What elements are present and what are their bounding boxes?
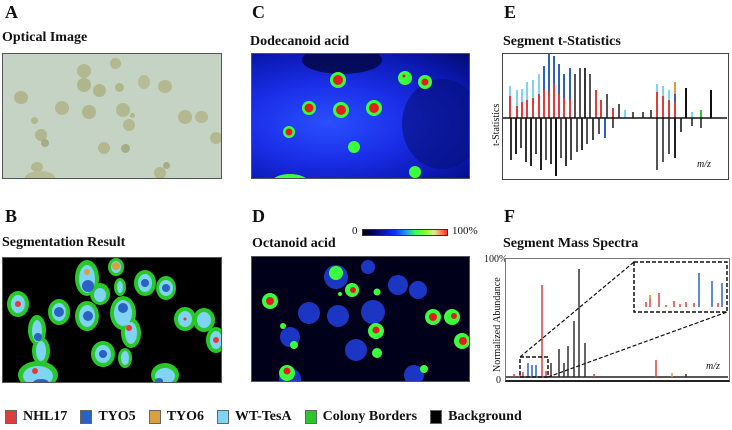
panel-e-title: Segment t-Statistics xyxy=(503,34,621,49)
legend-item-tyo5: TYO5 xyxy=(80,409,136,425)
panel-d-title: Octanoid acid xyxy=(252,236,336,251)
wt-tesa-swatch-icon xyxy=(217,410,230,424)
panel-e-ylabel: t-Statistics xyxy=(491,103,502,146)
tyo5-swatch-icon xyxy=(80,410,93,424)
panel-a-letter: A xyxy=(5,2,18,22)
segmentation-image xyxy=(2,257,222,383)
mass-spectra-chart: m/z xyxy=(505,258,730,382)
panel-f-xlabel: m/z xyxy=(706,361,720,372)
panel-f-ylabel: Normalized Abundance xyxy=(492,277,503,372)
octanoid-acid-image xyxy=(251,256,470,382)
colorbar xyxy=(362,229,448,236)
panel-a-title: Optical Image xyxy=(2,30,88,45)
legend-item-colony-borders: Colony Borders xyxy=(304,409,417,425)
nhl17-swatch-icon xyxy=(5,410,17,424)
optical-image xyxy=(2,53,222,179)
panel-e-xlabel: m/z xyxy=(697,159,711,170)
t-statistics-chart: m/z xyxy=(502,53,729,180)
panel-f-ytick-bottom: 0 xyxy=(496,375,501,386)
panel-d-letter: D xyxy=(252,206,265,226)
legend-item-nhl17: NHL17 xyxy=(5,409,67,425)
panel-b-title: Segmentation Result xyxy=(2,235,126,250)
background-swatch-icon xyxy=(430,410,443,424)
panel-f-title: Segment Mass Spectra xyxy=(503,236,639,251)
panel-f-ytick-top: 100% xyxy=(484,254,508,265)
panel-c-letter: C xyxy=(252,2,265,22)
panel-c-title: Dodecanoid acid xyxy=(250,34,350,49)
figure-legend: NHL17 TYO5 TYO6 WT-TesA Colony Borders B… xyxy=(5,409,535,425)
colorbar-min-label: 0 xyxy=(352,225,358,237)
panel-f-letter: F xyxy=(504,206,515,226)
dodecanoid-acid-image xyxy=(251,53,470,179)
colorbar-max-label: 100% xyxy=(452,225,478,237)
panel-e-letter: E xyxy=(504,2,517,22)
legend-item-tyo6: TYO6 xyxy=(148,409,204,425)
tyo6-swatch-icon xyxy=(148,410,161,424)
legend-item-background: Background xyxy=(430,409,522,425)
legend-item-wt-tesa: WT-TesA xyxy=(217,409,292,425)
panel-b-letter: B xyxy=(5,206,18,226)
colony-borders-swatch-icon xyxy=(304,410,317,424)
